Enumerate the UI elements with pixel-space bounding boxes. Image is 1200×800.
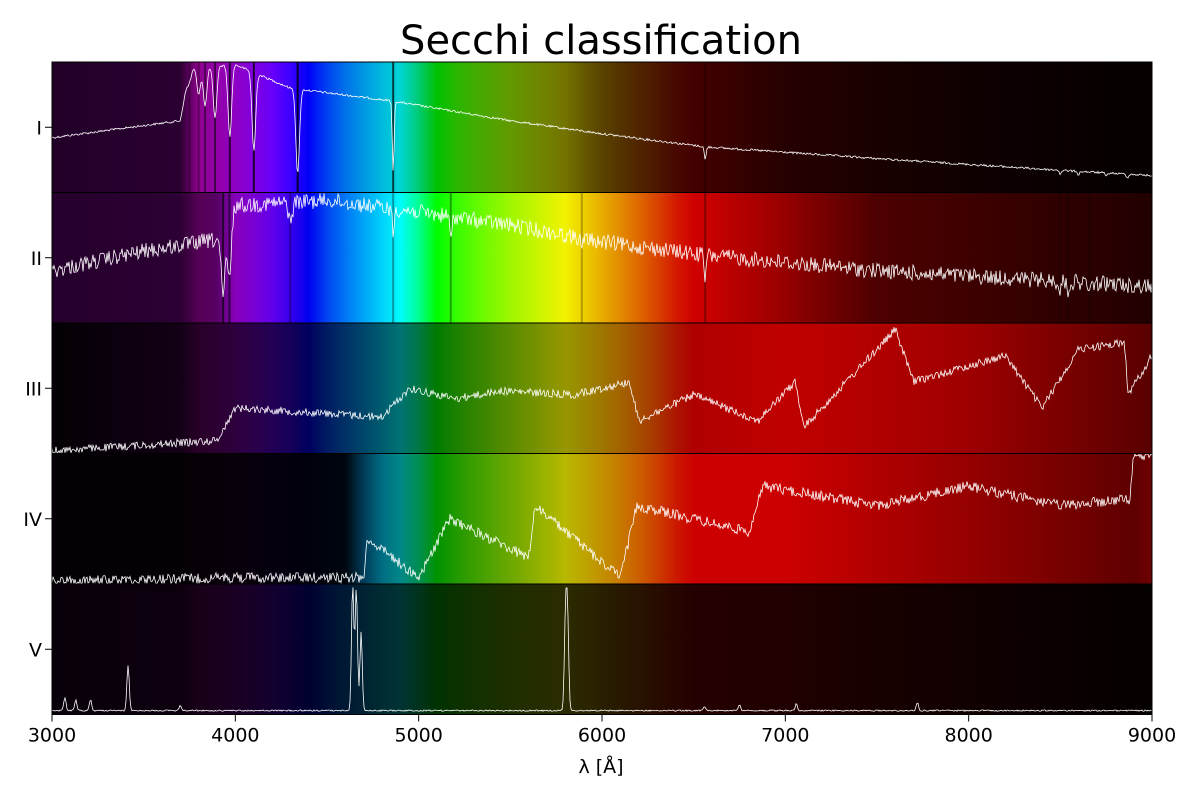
spectrum-curve	[51, 453, 1153, 585]
x-tick-label: 9000	[1128, 725, 1176, 747]
spectrum-curve	[51, 64, 1153, 179]
x-tick-label: 8000	[944, 725, 992, 747]
y-tick-label: IV	[23, 509, 42, 531]
y-tick-label: III	[25, 378, 42, 400]
x-tick-label: 7000	[761, 725, 809, 747]
spectrum-panel-3: III	[25, 322, 1153, 455]
spectrum-band	[52, 323, 1152, 454]
spectrum-curve	[51, 192, 1153, 298]
spectrum-panel-5: V	[29, 583, 1153, 715]
x-tick-label: 5000	[394, 725, 442, 747]
spectrum-band	[52, 62, 1152, 193]
spectrum-band	[52, 453, 1152, 584]
spectrum-panel-1: I	[36, 61, 1153, 193]
spectrum-panel-4: IV	[23, 453, 1153, 585]
spectrum-band	[52, 192, 1152, 323]
y-tick-label: V	[29, 639, 42, 661]
spectrum-curve	[51, 587, 1153, 712]
x-tick-label: 6000	[578, 725, 626, 747]
spectrum-band	[52, 584, 1152, 715]
chart-title: Secchi classification	[400, 18, 802, 64]
spectrum-curve	[51, 327, 1153, 455]
y-tick-label: I	[36, 117, 42, 139]
x-tick-label: 3000	[28, 725, 76, 747]
spectrum-panel-2: II	[31, 192, 1153, 324]
x-axis: 3000 4000 5000 6000 7000 8000 9000	[28, 714, 1176, 747]
x-tick-label: 4000	[211, 725, 259, 747]
y-tick-label: II	[31, 248, 42, 270]
x-axis-label: λ [Å]	[578, 755, 623, 778]
